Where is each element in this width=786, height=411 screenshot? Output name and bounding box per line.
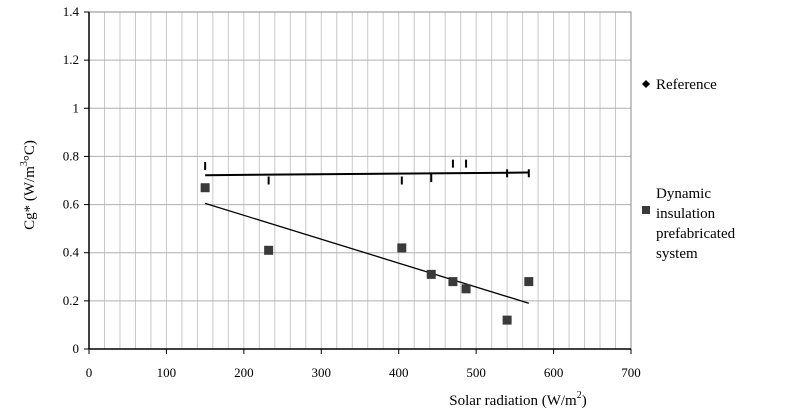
series-1	[204, 159, 530, 185]
legend-label-reference: Reference	[656, 77, 717, 93]
legend-marker-reference	[642, 80, 650, 88]
x-tick-label: 0	[86, 365, 93, 380]
x-tick-label: 600	[544, 365, 564, 380]
trendline	[204, 202, 529, 304]
data-point	[502, 315, 512, 325]
x-tick-label: 700	[621, 365, 641, 380]
y-tick-label: 1	[73, 100, 80, 115]
series-2	[200, 183, 534, 325]
x-axis-title: Solar radiation (W/m2)	[449, 390, 586, 409]
y-tick-label: 0	[73, 341, 80, 356]
y-tick-label: 1.4	[63, 4, 80, 19]
x-tick-label: 500	[466, 365, 486, 380]
x-tick-label: 100	[157, 365, 177, 380]
data-point	[397, 243, 407, 253]
data-point	[524, 277, 534, 287]
trendline	[205, 171, 529, 177]
y-tick-label: 1.2	[63, 52, 79, 67]
x-tick-label: 300	[312, 365, 332, 380]
axes	[84, 11, 632, 354]
data-point	[426, 269, 436, 279]
legend-marker-dynamic	[642, 206, 650, 214]
legend: Reference Dynamic insulation prefabricated s…	[642, 77, 736, 262]
gridlines	[89, 11, 631, 349]
data-point	[448, 277, 458, 287]
y-tick-label: 0.4	[63, 245, 80, 260]
tick-labels: 0 0.2 0.4 0.6 0.8 1 1.2 1.4 0 100 200 300 400 500 600 7…	[63, 4, 641, 380]
x-tick-label: 200	[234, 365, 254, 380]
plot-frame	[88, 11, 632, 350]
y-tick-label: 0.6	[63, 197, 80, 212]
legend-label-dynamic: Dynamic insulation prefabricated system	[656, 186, 736, 262]
data-point	[200, 183, 210, 193]
y-axis-title: Cg* (W/m3°C)	[19, 140, 38, 230]
x-tick-label: 400	[389, 365, 409, 380]
y-tick-label: 0.8	[63, 148, 79, 163]
series-layer	[200, 159, 534, 325]
data-point	[264, 245, 274, 255]
data-point	[461, 284, 471, 294]
y-tick-label: 0.2	[63, 293, 79, 308]
